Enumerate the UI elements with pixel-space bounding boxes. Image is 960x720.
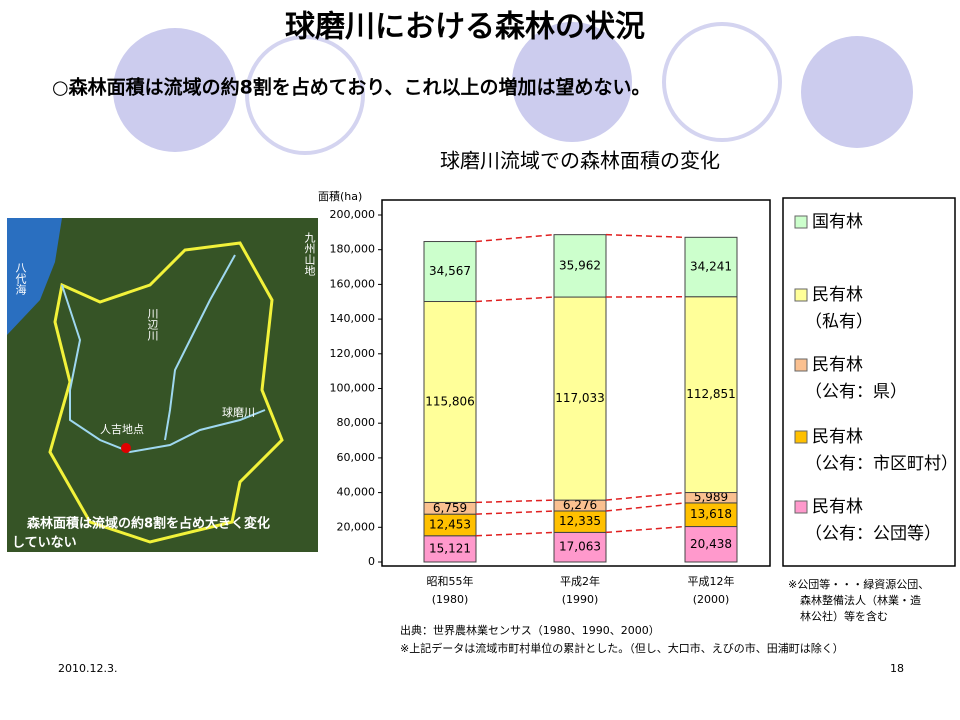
legend-swatch [794, 358, 808, 372]
y-tick-label: 20,000 [337, 520, 376, 533]
legend-label: （私有） [805, 312, 873, 332]
connector [475, 499, 555, 504]
y-tick-label: 40,000 [337, 486, 376, 499]
source: 出典：世界農林業センサス（1980、1990、2000） [400, 623, 660, 637]
connector [475, 531, 555, 537]
x-tick-label: (1980) [432, 593, 469, 606]
bar-segment [553, 531, 607, 563]
legend-label: 国有林 [812, 212, 863, 232]
y-tick-label: 0 [368, 555, 375, 568]
y-tick-label: 160,000 [330, 277, 376, 290]
bar-segment [684, 236, 738, 298]
map-caption: していない [12, 536, 77, 551]
bar-segment [423, 301, 477, 503]
y-tick-label: 200,000 [330, 208, 376, 221]
x-tick-label: (1990) [562, 593, 599, 606]
x-tick-label: 平成12年 [688, 574, 735, 588]
value-label: 13,618 [690, 507, 732, 521]
map-caption: 森林面積は流域の約8割を占め大きく変化 [27, 516, 270, 532]
footnote: 林公社）等を含む [800, 609, 888, 623]
map-label: 球磨川 [222, 405, 255, 419]
river [61, 284, 266, 454]
basin-boundary [48, 241, 284, 544]
legend-label: 民有林 [812, 355, 863, 375]
value-label: 117,033 [555, 391, 605, 405]
legend-label: （公有：市区町村） [805, 454, 958, 474]
bar-segment [553, 296, 607, 501]
bar-segment [553, 234, 607, 298]
date: 2010.12.3. [58, 662, 117, 675]
value-label: 20,438 [690, 537, 732, 551]
value-label: 12,335 [559, 514, 601, 528]
decor-circle [512, 22, 632, 142]
footnote: 森林整備法人（林業・造 [800, 593, 921, 607]
bar-segment [423, 241, 477, 303]
y-tick-label: 140,000 [330, 312, 376, 325]
decor-circle [245, 35, 365, 155]
bar-segment [684, 526, 738, 563]
connector [475, 510, 555, 515]
map-label: 九州山地 [303, 232, 316, 276]
y-axis-label: 面積(ha) [318, 189, 362, 203]
legend-swatch [794, 430, 808, 444]
connector [475, 233, 555, 243]
value-label: 6,276 [563, 498, 597, 512]
map: 八代海 九州山地 川辺川 球磨川 人吉地点 森林面積は流域の約8割を占め大きく変… [7, 218, 318, 552]
value-label: 34,241 [690, 260, 732, 274]
value-label: 34,567 [429, 264, 471, 278]
y-tick-label: 180,000 [330, 243, 376, 256]
decor-circle [662, 22, 782, 142]
chart-title: 球磨川流域での森林面積の変化 [440, 149, 720, 173]
y-tick-label: 80,000 [337, 416, 376, 429]
value-label: 15,121 [429, 541, 471, 555]
decor-circle [113, 28, 237, 152]
map-texture [7, 218, 318, 552]
decor-circle [801, 36, 913, 148]
x-tick-label: 昭和55年 [427, 574, 474, 588]
map-label: 八代海 [14, 262, 27, 296]
map-sea [7, 218, 62, 335]
slide-title: 球磨川における森林の状況 [285, 10, 645, 45]
x-tick-label: 平成2年 [560, 574, 600, 588]
connector [605, 525, 686, 534]
legend-swatch [794, 500, 808, 514]
y-tick-label: 60,000 [337, 451, 376, 464]
legend-label: 民有林 [812, 497, 863, 517]
data-note: ※上記データは流域市町村単位の累計とした。（但し、大口市、えびの市、田浦町は除く… [400, 641, 844, 655]
x-tick-label: (2000) [693, 593, 730, 606]
river [164, 254, 236, 441]
connector [605, 233, 686, 239]
value-label: 6,759 [433, 501, 467, 515]
map-point [121, 443, 131, 453]
legend-label: （公有：公団等） [805, 524, 941, 544]
y-tick-label: 120,000 [330, 347, 376, 360]
legend-label: 民有林 [812, 285, 863, 305]
legend-label: 民有林 [812, 427, 863, 447]
map-label: 人吉地点 [100, 423, 144, 436]
value-label: 17,063 [559, 540, 601, 554]
slide-subtitle: ○森林面積は流域の約8割を占めており、これ以上の増加は望めない。 [52, 76, 650, 99]
value-label: 115,806 [425, 394, 475, 408]
bar-segment [684, 296, 738, 494]
connector [605, 502, 686, 512]
legend-frame [782, 197, 956, 567]
bar-segment [423, 535, 477, 563]
legend-swatch [794, 215, 808, 229]
y-tick-label: 100,000 [330, 382, 376, 395]
footnote: ※公団等・・・緑資源公団、 [788, 577, 929, 591]
connector [475, 296, 555, 303]
legend-label: （公有：県） [805, 382, 907, 402]
value-label: 5,989 [694, 490, 728, 504]
value-label: 112,851 [686, 387, 736, 401]
map-label: 川辺川 [146, 308, 159, 341]
connector [605, 491, 686, 501]
page-number: 18 [890, 662, 904, 675]
value-label: 12,453 [429, 517, 471, 531]
legend-swatch [794, 288, 808, 302]
value-label: 35,962 [559, 258, 601, 272]
